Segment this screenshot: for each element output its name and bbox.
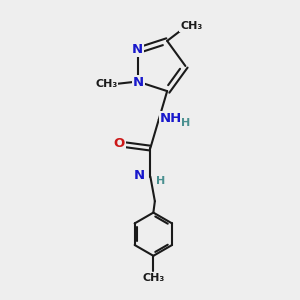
Text: N: N <box>131 44 142 56</box>
Text: N: N <box>133 76 144 89</box>
Text: O: O <box>113 137 125 150</box>
Text: CH₃: CH₃ <box>95 79 118 89</box>
Text: CH₃: CH₃ <box>142 273 164 283</box>
Text: N: N <box>134 169 145 182</box>
Text: NH: NH <box>160 112 182 125</box>
Text: H: H <box>181 118 190 128</box>
Text: H: H <box>156 176 165 186</box>
Text: CH₃: CH₃ <box>180 22 202 32</box>
